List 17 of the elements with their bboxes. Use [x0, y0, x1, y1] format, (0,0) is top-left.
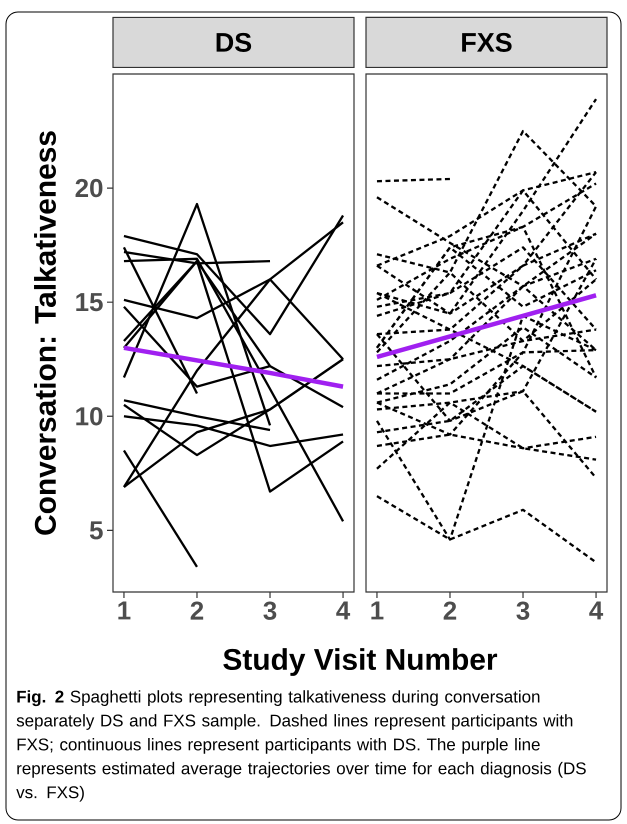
y-tick-label: 15 — [76, 293, 103, 312]
x-tick-label: 3 — [516, 602, 530, 620]
text: Fig. 2 Spaghetti plots representing talkativeness during conversation separately DS and FXS sample. Dashed lines represent participants with FXS; continuous lines represent participants with DS. The purple line represents estimated average trajectories over time for each diagnosis (DS vs. FXS) — [16, 690, 586, 802]
y-tick-label: 10 — [76, 407, 102, 426]
x-tick-label: 2 — [190, 602, 204, 620]
y-tick-label: 20 — [76, 178, 102, 198]
y-axis-title: Conversation: Talkativeness — [34, 131, 56, 535]
x-tick-label: 4 — [589, 602, 604, 620]
x-tick-label: 3 — [263, 602, 276, 620]
x-tick-label: 1 — [371, 602, 384, 620]
chart-title: DS — [216, 32, 252, 52]
x-tick-label: 4 — [336, 602, 350, 620]
y-tick-label: 5 — [90, 521, 103, 540]
x-axis-title: Study Visit Number — [223, 648, 498, 676]
x-tick-label: 2 — [444, 602, 456, 620]
x-tick-label: 1 — [118, 602, 130, 620]
chart-title: FXS — [462, 32, 512, 52]
